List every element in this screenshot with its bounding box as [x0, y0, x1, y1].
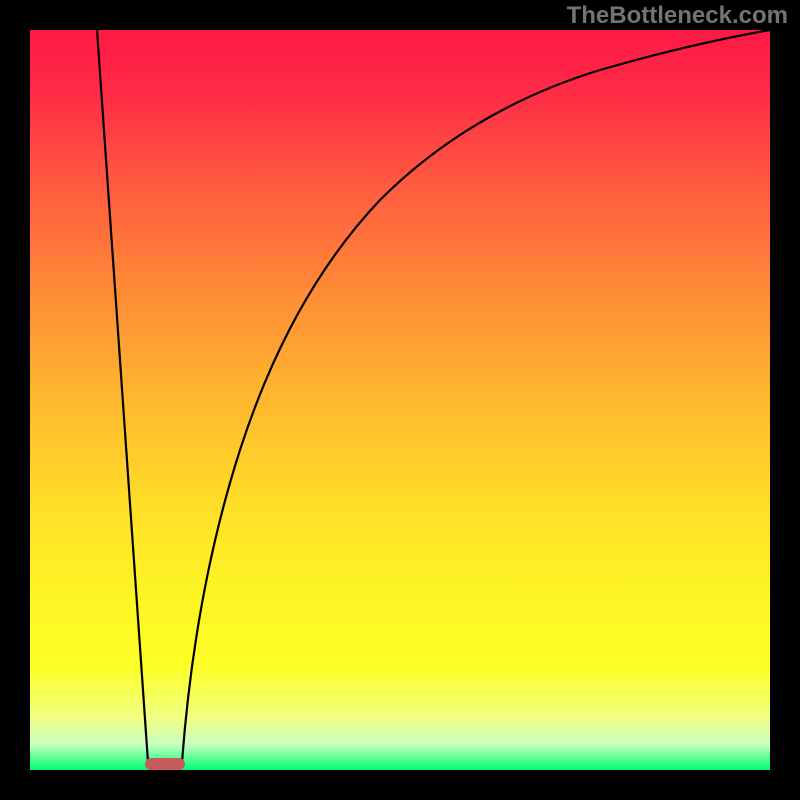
watermark-text: TheBottleneck.com — [567, 2, 788, 30]
minimum-marker — [145, 758, 185, 770]
chart-frame: TheBottleneck.com — [0, 0, 800, 800]
plot-area — [30, 30, 770, 770]
chart-svg — [30, 30, 770, 770]
